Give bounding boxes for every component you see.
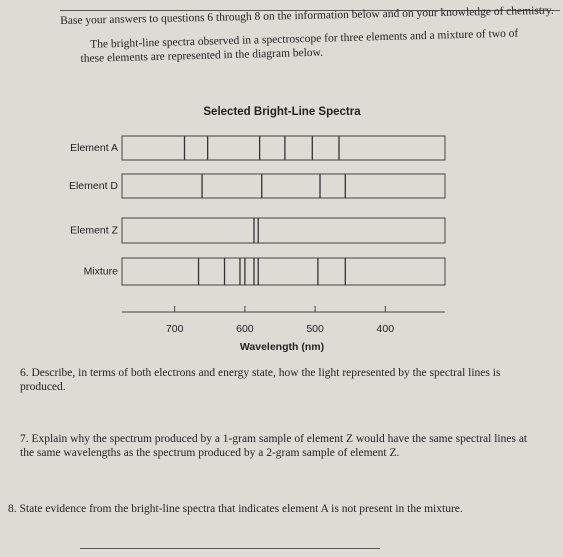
- question-6: 6. Describe, in terms of both electrons …: [20, 367, 501, 393]
- spectra-chart: Selected Bright-Line Spectra Wavelength …: [69, 106, 446, 353]
- spectrum-box: [121, 257, 446, 286]
- row-label: Element A: [70, 142, 118, 154]
- row-label: Element Z: [70, 224, 118, 236]
- x-tick-label: 400: [377, 323, 395, 335]
- question-7: 7. Explain why the spectrum produced by …: [20, 433, 528, 459]
- answer-line: [80, 548, 380, 549]
- x-tick-label: 700: [166, 323, 184, 335]
- spectrum-box: [121, 135, 446, 161]
- top-rule: [60, 10, 560, 11]
- x-tick-label: 500: [306, 323, 324, 335]
- row-label: Mixture: [84, 265, 119, 277]
- row-label: Element D: [69, 180, 118, 192]
- chart-title: Selected Bright-Line Spectra: [203, 106, 361, 118]
- x-tick-label: 600: [236, 323, 254, 335]
- spectrum-box: [121, 173, 446, 199]
- x-axis-label: Wavelength (nm): [240, 341, 324, 353]
- question-8: 8. State evidence from the bright-line s…: [8, 503, 463, 515]
- spectrum-box: [121, 217, 446, 244]
